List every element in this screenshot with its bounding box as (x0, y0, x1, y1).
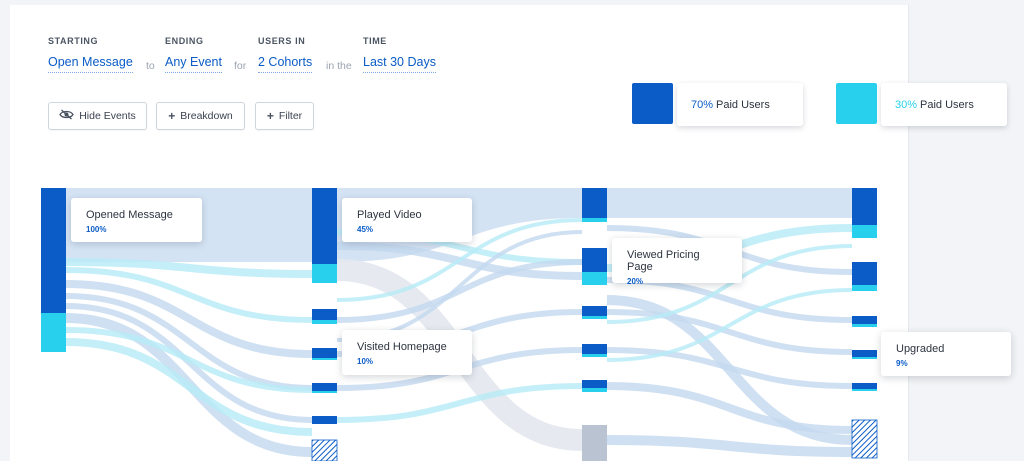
filter-label: Filter (278, 110, 303, 122)
starting-value[interactable]: Open Message (48, 55, 133, 73)
tooltip-title: Visited Homepage (357, 341, 447, 353)
node-viewed-pricing-dark (582, 248, 607, 272)
flow-link (606, 288, 853, 362)
node-c3-c-dark (582, 306, 607, 316)
legend-percent: 70% (691, 98, 714, 111)
node-c4-c-light (852, 324, 877, 327)
hide-events-label: Hide Events (79, 110, 136, 122)
node-c3-d-light (582, 354, 607, 357)
node-c3-d-dark (582, 344, 607, 354)
node-c2-d-dark (312, 416, 337, 424)
node-visited-homepage-dark (312, 348, 337, 358)
flow-link (336, 218, 583, 302)
starting-label: STARTING (48, 36, 99, 46)
node-c3-a-light (582, 218, 607, 222)
users-in-label: USERS IN (258, 36, 306, 46)
tooltip-visited-homepage[interactable]: Visited Homepage 10% (342, 330, 472, 375)
node-upgraded-dark (852, 350, 877, 357)
tooltip-played-video[interactable]: Played Video 45% (342, 198, 472, 242)
tooltip-viewed-pricing-page[interactable]: Viewed Pricing Page 20% (612, 238, 742, 286)
flow-link (606, 347, 853, 389)
node-c3-c-light (582, 316, 607, 319)
node-c2-hatched (311, 439, 338, 461)
starting-field[interactable]: STARTING Open Message (48, 36, 133, 73)
node-c4-c-dark (852, 316, 877, 324)
node-c4-hatched (851, 419, 878, 459)
legend-label: Paid Users (716, 98, 770, 111)
legend-card: 30% Paid Users (881, 83, 1007, 126)
legend-card: 70% Paid Users (677, 83, 803, 126)
hide-events-button[interactable]: Hide Events (48, 102, 147, 130)
connector-in-the: in the (326, 60, 352, 72)
node-played-video-dark (312, 188, 337, 264)
tooltip-percent: 20% (627, 277, 644, 286)
eye-slash-icon (59, 109, 74, 123)
flow-link (606, 435, 853, 457)
users-in-field[interactable]: USERS IN 2 Cohorts (258, 36, 313, 73)
tooltip-percent: 9% (896, 359, 908, 368)
node-c3-other (582, 425, 607, 461)
breakdown-label: Breakdown (180, 110, 233, 122)
node-opened-message-light (41, 313, 66, 352)
node-c3-a-dark (582, 188, 607, 218)
node-c4-a-light (852, 225, 877, 238)
node-c2-c-light (312, 391, 337, 393)
flow-link (65, 258, 313, 278)
legend-item-cohort-2[interactable]: 30% Paid Users (836, 83, 1007, 127)
ending-value[interactable]: Any Event (165, 55, 222, 73)
time-label: TIME (363, 36, 387, 46)
tooltip-title: Viewed Pricing Page (627, 249, 700, 273)
node-visited-homepage-light (312, 358, 337, 360)
breakdown-button[interactable]: + Breakdown (156, 102, 245, 130)
flow-link (336, 383, 583, 423)
tooltip-upgraded[interactable]: Upgraded 9% (881, 332, 1011, 376)
node-opened-message-dark (41, 188, 66, 313)
flow-link (65, 267, 313, 323)
time-field[interactable]: TIME Last 30 Days (363, 36, 436, 73)
tooltip-title: Played Video (357, 209, 422, 221)
node-viewed-pricing-light (582, 272, 607, 285)
flow-link (65, 280, 313, 358)
legend-swatch (836, 83, 877, 124)
node-c4-e-light (852, 389, 877, 391)
flow-link (606, 309, 853, 355)
flow-link (65, 327, 313, 393)
node-c2-a-light (312, 320, 337, 324)
flow-link (65, 293, 313, 391)
connector-to: to (146, 60, 155, 72)
tooltip-percent: 10% (357, 357, 374, 366)
connector-for: for (234, 60, 247, 72)
users-in-value[interactable]: 2 Cohorts (258, 55, 313, 73)
flow-link (606, 244, 853, 324)
node-c3-e-light (582, 388, 607, 392)
plus-icon: + (266, 109, 274, 123)
node-c3-e-dark (582, 380, 607, 388)
legend-item-cohort-1[interactable]: 70% Paid Users (632, 83, 803, 127)
flow-link (336, 259, 583, 323)
node-c4-a-dark (852, 188, 877, 225)
node-c4-b-light (852, 285, 877, 291)
tooltip-percent: 45% (357, 225, 374, 234)
legend-percent: 30% (895, 98, 918, 111)
tooltip-percent: 100% (86, 225, 107, 234)
node-c4-b-dark (852, 262, 877, 285)
node-c2-c-dark (312, 383, 337, 391)
node-c2-a-dark (312, 309, 337, 320)
node-played-video-light (312, 264, 337, 283)
flow-band (607, 188, 852, 218)
flow-link (65, 338, 313, 436)
plus-icon: + (168, 109, 176, 123)
node-c4-e-dark (852, 383, 877, 389)
tooltip-opened-message[interactable]: Opened Message 100% (71, 198, 202, 242)
flow-link (606, 382, 853, 434)
tooltip-title: Upgraded (896, 343, 945, 355)
node-upgraded-light (852, 357, 877, 359)
time-value[interactable]: Last 30 Days (363, 55, 436, 73)
legend-label: Paid Users (920, 98, 974, 111)
tooltip-title: Opened Message (86, 209, 173, 221)
filter-button[interactable]: + Filter (255, 102, 314, 130)
ending-field[interactable]: ENDING Any Event (165, 36, 222, 73)
legend-swatch (632, 83, 673, 124)
ending-label: ENDING (165, 36, 204, 46)
